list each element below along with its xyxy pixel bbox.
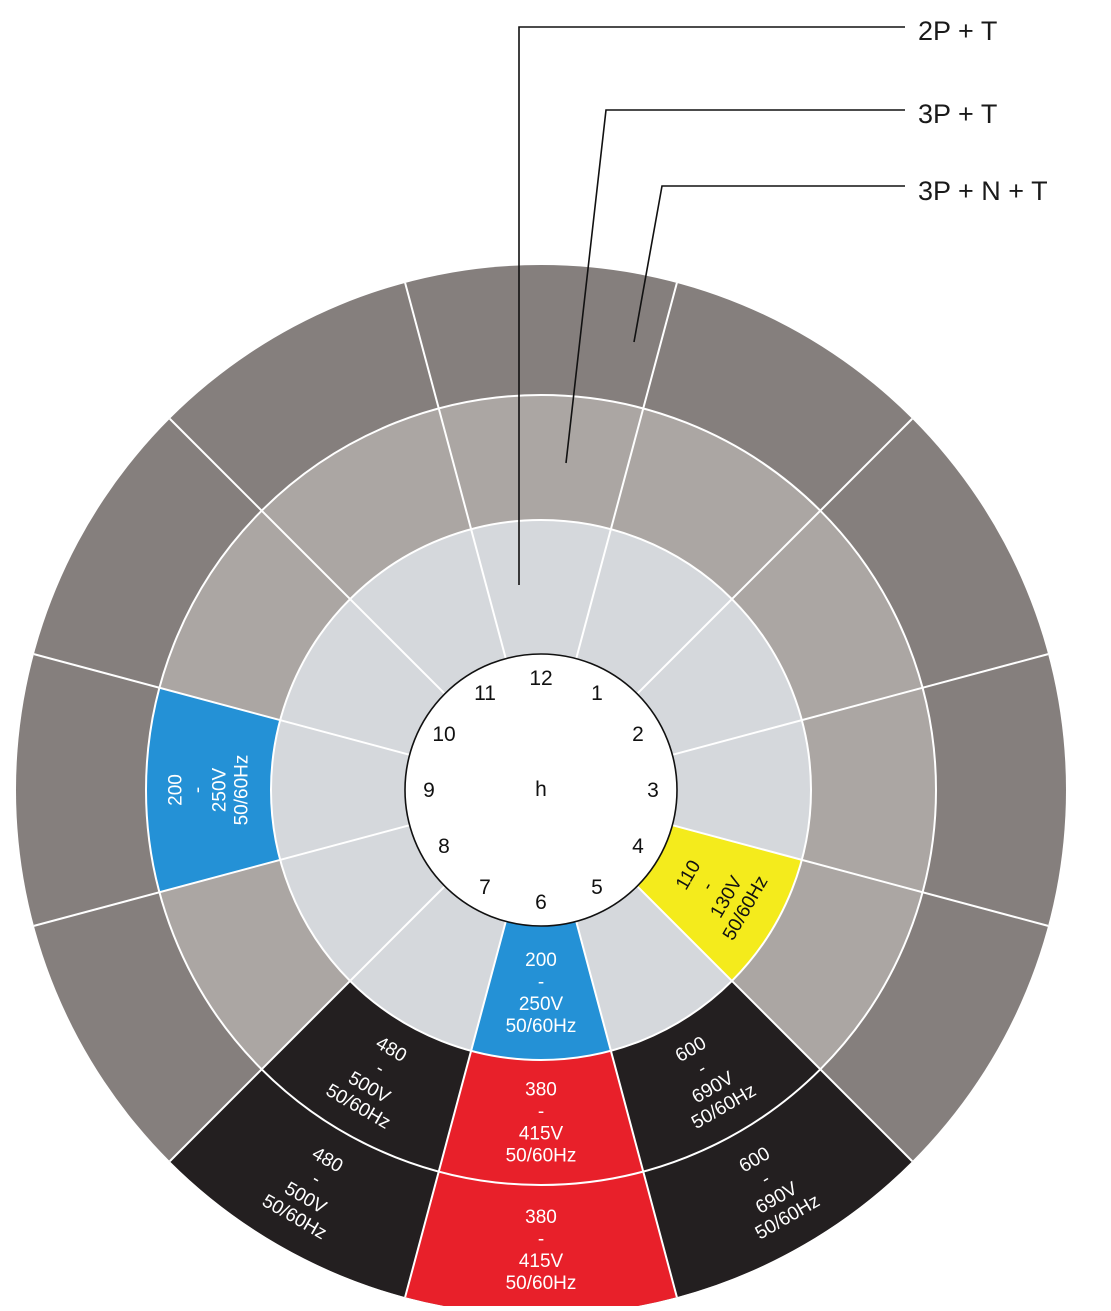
segment-label-line: -	[538, 972, 544, 993]
segment-label-line: 50/60Hz	[232, 755, 253, 826]
segment-label-line: 415V	[519, 1124, 564, 1145]
segment-outer-7h: 480-500V50/60Hz	[169, 1069, 439, 1298]
segment-dividers	[33, 282, 1049, 1298]
radial-divider	[575, 282, 678, 659]
segment-label-line: -	[538, 1102, 544, 1123]
callout-label-inner-2p-t: 2P + T	[918, 16, 997, 46]
clock-hour-11: 11	[474, 682, 496, 705]
segment-fill-outer-5h	[643, 1069, 913, 1298]
segment-label-line: 415V	[519, 1251, 564, 1272]
radial-divider	[33, 653, 410, 756]
radial-divider	[672, 653, 1049, 756]
segment-middle-9h: 200-250V50/60Hz	[146, 687, 281, 893]
clock-hour-8: 8	[438, 835, 450, 858]
clock-hour-2: 2	[632, 723, 644, 746]
segment-inner-4h: 110-130V50/60Hz	[637, 825, 802, 981]
callout-label-middle-3p-t: 3P + T	[918, 99, 997, 129]
radial-divider	[404, 282, 507, 659]
segment-label-line: 50/60Hz	[506, 1146, 577, 1167]
clock-hour-3: 3	[647, 779, 659, 802]
radial-divider	[672, 824, 1049, 927]
callout-leader-inner	[518, 26, 905, 585]
callout-label-outer-3p-n-t: 3P + N + T	[918, 176, 1048, 206]
segment-label-line: 250V	[210, 767, 231, 812]
segment-label-line: 250V	[519, 994, 564, 1015]
segment-outer-6h: 380 -415V 50/60Hz	[405, 1171, 677, 1311]
radial-divider	[575, 921, 678, 1298]
radial-divider	[636, 418, 913, 695]
segment-label-line: 200	[525, 950, 557, 971]
segment-inner-6h: 200 -250V 50/60Hz	[471, 921, 611, 1060]
radial-divider	[636, 885, 913, 1162]
segment-label-line: 200	[166, 774, 187, 806]
segment-label-line: -	[188, 787, 209, 793]
segment-middle-6h: 380 -415V 50/60Hz	[438, 1050, 644, 1185]
segment-fill-middle-6h	[438, 1050, 644, 1185]
segment-fill-middle-7h	[261, 980, 472, 1172]
callout-leader-middle	[565, 109, 905, 464]
segment-fill-outer-6h	[405, 1171, 677, 1311]
segment-label-outer-6h: 380 -415V 50/60Hz	[506, 1207, 577, 1294]
segment-fill-middle-9h	[146, 687, 281, 893]
segment-fill-inner-6h	[471, 921, 611, 1060]
segment-middle-5h: 600-690V50/60Hz	[610, 980, 821, 1172]
ring-divider	[145, 394, 937, 1186]
clock-hour-4: 4	[632, 835, 644, 858]
colored-segments: 200 -250V 50/60Hz110-130V50/60Hz200-250V50…	[146, 687, 913, 1311]
clock-hour-7: 7	[479, 876, 491, 899]
segment-fill-outer-7h	[169, 1069, 439, 1298]
segment-middle-7h: 480-500V50/60Hz	[261, 980, 472, 1172]
clock-hour-9: 9	[423, 779, 435, 802]
ring-divider	[270, 519, 812, 1061]
radial-divider	[169, 418, 446, 695]
clock-hour-5: 5	[591, 876, 603, 899]
radial-divider	[169, 885, 446, 1162]
segment-fill-middle-5h	[610, 980, 821, 1172]
clock-hour-6: 6	[535, 891, 547, 914]
callout-leaders	[518, 26, 905, 585]
callout-leader-outer	[633, 185, 905, 343]
segment-label-middle-6h: 380 -415V 50/60Hz	[506, 1080, 577, 1167]
segment-label-line: 380	[525, 1080, 557, 1101]
clock-hour-10: 10	[432, 723, 455, 746]
segment-label-line: 50/60Hz	[506, 1016, 577, 1037]
segment-outer-5h: 600-690V50/60Hz	[643, 1069, 913, 1298]
segment-label-inner-6h: 200 -250V 50/60Hz	[506, 950, 577, 1037]
segment-fill-inner-4h	[637, 825, 802, 981]
clock-face	[404, 653, 678, 927]
clock-center-label: h	[535, 778, 547, 801]
segment-label-line: 380	[525, 1207, 557, 1228]
radial-divider	[33, 824, 410, 927]
clock-hour-12: 12	[529, 667, 552, 690]
segment-label-line: -	[538, 1229, 544, 1250]
segment-label-middle-9h: 200-250V50/60Hz	[166, 755, 253, 826]
radial-divider	[404, 921, 507, 1298]
clock-hour-1: 1	[591, 682, 603, 705]
segment-label-line: 50/60Hz	[506, 1273, 577, 1294]
